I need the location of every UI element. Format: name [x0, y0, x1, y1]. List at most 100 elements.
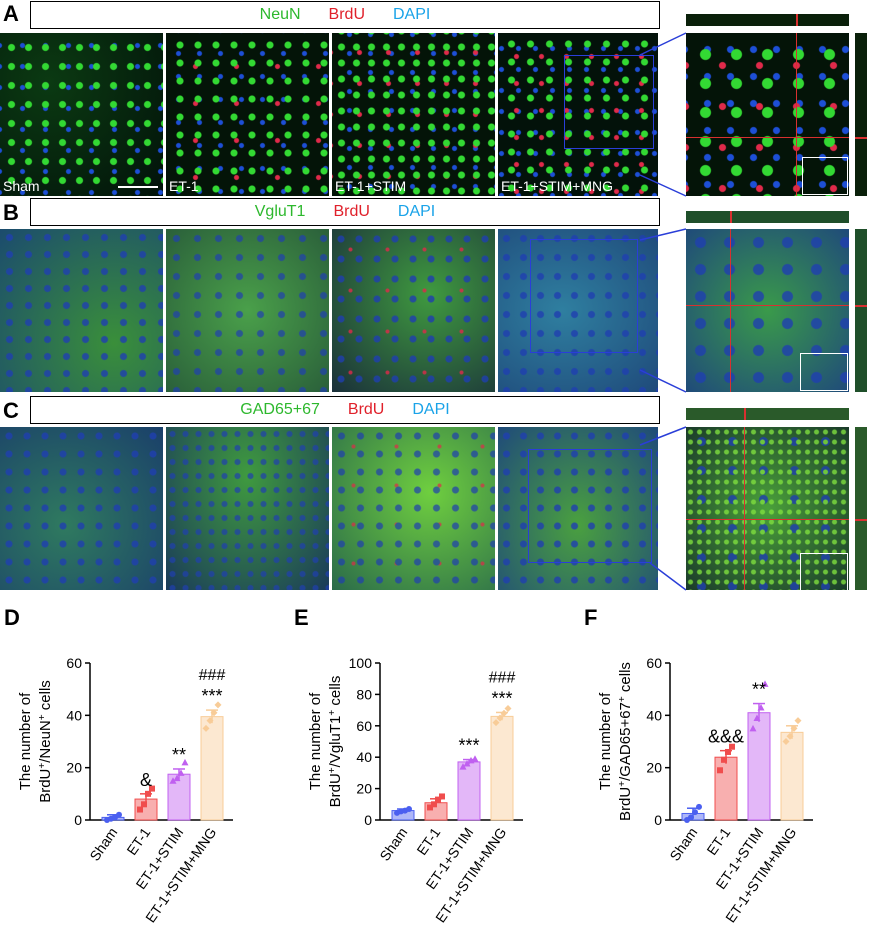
significance-label: &: [140, 770, 152, 790]
data-point: [214, 701, 222, 709]
micrograph-b-mng: [498, 229, 658, 392]
connector-a-bottom: [639, 174, 687, 197]
y-label-part: +: [617, 696, 628, 702]
cells-overlay: [0, 33, 163, 196]
y-axis-label-line1: The number of: [17, 692, 34, 790]
data-point: [757, 703, 765, 711]
data-point: [210, 709, 218, 717]
panel-letter: E: [294, 605, 309, 630]
texture-overlay: [0, 427, 163, 590]
data-point: [406, 806, 412, 813]
y-label-part: /NeuN: [37, 720, 54, 763]
bar: [457, 761, 481, 821]
data-point: [471, 755, 479, 762]
data-point: [500, 709, 508, 717]
panel-letter: D: [4, 605, 20, 630]
bar: [780, 731, 804, 821]
significance-label: ***: [491, 688, 512, 708]
connector-a-top: [639, 32, 687, 56]
micrograph-b-et1: [166, 229, 329, 392]
ortho-side-a: [855, 33, 867, 196]
data-point: [721, 756, 727, 763]
data-point: [169, 777, 177, 784]
data-point: [688, 814, 694, 821]
data-point: [753, 714, 761, 721]
zoom-b: [686, 229, 849, 392]
group-label-mng: ET-1+STIM+MNG: [501, 178, 614, 194]
legend-c-green: GAD65+67: [240, 401, 320, 418]
significance-label: ***: [201, 686, 222, 706]
panel-letter-b: B: [3, 200, 19, 225]
data-point: [459, 763, 467, 770]
data-point: [149, 785, 155, 792]
data-point: [173, 774, 181, 782]
data-point: [439, 793, 445, 800]
y-label-part: cells: [327, 676, 344, 710]
y-tick-label: 60: [66, 655, 82, 671]
ortho-side-c: [855, 427, 867, 590]
y-label-part: BrdU: [37, 769, 54, 803]
x-tick-label: ET-1: [703, 824, 733, 858]
data-point: [116, 811, 122, 818]
y-label-part: /GAD65+67: [617, 702, 634, 781]
micrograph-b-stim: [332, 229, 495, 392]
cells-overlay: [166, 33, 329, 196]
significance-label-top: ###: [489, 669, 516, 686]
ortho-top-c: [686, 408, 849, 420]
y-label-part: cells: [617, 662, 634, 696]
y-tick-label: 0: [364, 812, 372, 828]
y-tick-label: 0: [654, 812, 662, 828]
y-tick-label: 40: [646, 707, 662, 723]
y-label-part: +: [37, 763, 48, 769]
texture-overlay: [166, 427, 329, 590]
data-point: [427, 804, 433, 811]
y-tick-label: 0: [74, 812, 82, 828]
cells-overlay: [332, 33, 495, 196]
data-point: [717, 767, 723, 774]
legend-b-blue: DAPI: [397, 203, 436, 220]
roi-box: [530, 239, 638, 353]
y-label-part: +: [617, 781, 628, 787]
y-tick-label: 100: [349, 655, 373, 671]
connector-b-top: [639, 228, 687, 241]
y-tick-label: 80: [356, 686, 372, 702]
y-tick-label: 20: [646, 760, 662, 776]
data-point: [435, 796, 441, 803]
data-point: [504, 705, 512, 713]
legend-b-red: BrdU: [333, 203, 370, 220]
micrograph-a-mng: ET-1+STIM+MNG: [498, 33, 658, 196]
ortho-top-a: [686, 14, 849, 26]
data-point: [692, 809, 698, 816]
y-axis-label-line2: BrdU+/GAD65+67+ cells: [617, 662, 635, 821]
data-point: [431, 801, 437, 808]
ortho-top-b: [686, 211, 849, 223]
data-point: [202, 724, 210, 732]
micrograph-b-sham: [0, 229, 163, 392]
data-point: [145, 790, 151, 797]
ortho-side-b: [855, 229, 867, 392]
bar: [714, 756, 738, 821]
y-tick-label: 40: [66, 707, 82, 723]
significance-label: **: [752, 680, 766, 700]
x-tick-label: Sham: [666, 825, 700, 864]
micrograph-c-sham: [0, 427, 163, 590]
y-label-part: BrdU: [327, 773, 344, 807]
group-label-et1: ET-1: [169, 178, 199, 194]
panel-letter-c: C: [3, 398, 19, 423]
data-point: [137, 806, 143, 813]
data-point: [463, 759, 471, 767]
texture-overlay: [166, 229, 329, 392]
data-point: [729, 743, 735, 750]
panel-letter-a: A: [3, 1, 19, 26]
legend-c: GAD65+67 BrdU DAPI: [30, 396, 660, 424]
data-point: [786, 732, 794, 740]
group-label-sham: Sham: [3, 178, 40, 194]
y-label-part: /VgluT1: [327, 716, 344, 768]
texture-overlay: [686, 229, 849, 392]
significance-label: **: [172, 745, 186, 765]
roi-box: [528, 449, 652, 563]
micrograph-a-stim: ET-1+STIM: [332, 33, 495, 196]
